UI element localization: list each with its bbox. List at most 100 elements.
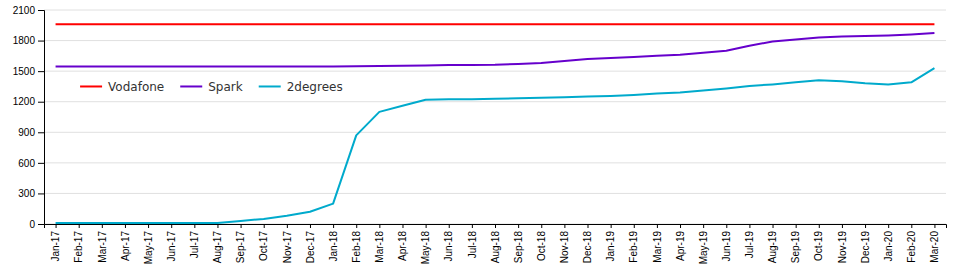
x-tick-mark xyxy=(865,224,866,228)
x-tick-mark xyxy=(634,224,635,228)
x-tick-mark xyxy=(426,224,427,228)
x-tick: Dec-19 xyxy=(860,224,871,263)
series-line xyxy=(56,23,935,25)
x-tick-mark xyxy=(449,224,450,228)
x-axis-line xyxy=(45,225,947,229)
x-tick: Nov-18 xyxy=(559,224,570,263)
x-tick: Jul-17 xyxy=(189,224,200,258)
y-tick-label: 0 xyxy=(29,219,35,230)
x-tick: Feb-19 xyxy=(628,224,639,263)
x-tick-label: Dec-17 xyxy=(305,231,316,264)
x-tick-label: Jun-19 xyxy=(721,231,732,262)
x-tick: Feb-18 xyxy=(351,224,362,263)
legend-item: Spark xyxy=(180,80,243,94)
x-tick-mark xyxy=(726,224,727,228)
y-tick-label: 2100 xyxy=(13,5,36,16)
x-tick-label: May-19 xyxy=(698,231,709,265)
y-tick: 300 xyxy=(18,188,44,199)
x-tick-mark xyxy=(564,224,565,228)
y-tick-label: 1500 xyxy=(13,66,36,77)
y-tick: 0 xyxy=(29,219,44,230)
grid-line xyxy=(44,193,946,194)
x-tick-label: Apr-17 xyxy=(120,231,131,261)
grid-line xyxy=(44,132,946,133)
x-tick: Oct-18 xyxy=(536,224,547,261)
y-tick: 2100 xyxy=(13,5,44,16)
x-tick: May-18 xyxy=(420,224,431,264)
y-tick-mark xyxy=(38,163,44,164)
x-tick-mark xyxy=(287,224,288,228)
x-tick-mark xyxy=(333,224,334,228)
x-tick: Nov-19 xyxy=(837,224,848,263)
x-tick-mark xyxy=(749,224,750,228)
x-tick-mark xyxy=(657,224,658,228)
legend-swatch xyxy=(259,85,281,87)
x-tick-mark xyxy=(171,224,172,228)
x-tick-mark xyxy=(310,224,311,228)
x-tick-mark xyxy=(79,224,80,228)
y-tick: 1500 xyxy=(13,66,44,77)
x-tick-label: Jul-19 xyxy=(744,231,755,259)
x-tick-label: May-17 xyxy=(143,231,154,265)
x-tick: Jan-20 xyxy=(883,224,894,262)
x-axis: Jan-17Feb-17Mar-17Apr-17May-17Jun-17Jul-… xyxy=(45,224,947,264)
legend-swatch xyxy=(180,85,202,87)
x-tick: Oct-17 xyxy=(258,224,269,261)
grid-line xyxy=(44,71,946,72)
x-tick-mark xyxy=(588,224,589,228)
x-tick-mark xyxy=(402,224,403,228)
x-tick-mark xyxy=(888,224,889,228)
y-tick-mark xyxy=(38,132,44,133)
x-tick-mark xyxy=(217,224,218,228)
x-tick: Apr-19 xyxy=(675,224,686,261)
x-tick-label: Mar-19 xyxy=(652,231,663,263)
x-tick-label: Jun-17 xyxy=(166,231,177,262)
x-tick: Apr-18 xyxy=(397,224,408,261)
x-tick-label: Oct-17 xyxy=(258,231,269,261)
x-tick: May-19 xyxy=(698,224,709,264)
x-tick-mark xyxy=(934,224,935,228)
x-tick-mark xyxy=(241,224,242,228)
x-tick: Jul-19 xyxy=(744,224,755,258)
legend-label: Spark xyxy=(208,80,243,94)
grid-line xyxy=(44,101,946,102)
x-tick-label: Oct-19 xyxy=(813,231,824,261)
x-tick-mark xyxy=(911,224,912,228)
x-tick-mark xyxy=(102,224,103,228)
x-tick: Apr-17 xyxy=(120,224,131,261)
y-tick: 1200 xyxy=(13,96,44,107)
x-tick-label: Nov-19 xyxy=(837,231,848,264)
x-tick-label: Feb-19 xyxy=(628,231,639,263)
x-tick-label: Mar-18 xyxy=(374,231,385,263)
x-tick: Mar-17 xyxy=(97,224,108,263)
x-tick: Mar-19 xyxy=(652,224,663,263)
grid-line xyxy=(44,10,946,11)
x-tick-label: May-18 xyxy=(420,231,431,265)
x-tick-label: Apr-18 xyxy=(397,231,408,261)
x-tick-mark xyxy=(125,224,126,228)
x-tick: Jan-19 xyxy=(605,224,616,262)
x-tick-label: Jan-20 xyxy=(883,231,894,262)
y-tick-label: 1800 xyxy=(13,35,36,46)
grid-line xyxy=(44,40,946,41)
x-tick: Dec-17 xyxy=(305,224,316,263)
x-tick-label: Jan-18 xyxy=(328,231,339,262)
x-tick-mark xyxy=(148,224,149,228)
lines xyxy=(56,24,935,223)
y-tick-label: 300 xyxy=(18,188,35,199)
x-tick: Oct-19 xyxy=(813,224,824,261)
x-tick-label: Aug-18 xyxy=(490,231,501,264)
x-tick-label: Sep-19 xyxy=(790,231,801,264)
y-tick: 900 xyxy=(18,127,44,138)
x-tick: Sep-17 xyxy=(235,224,246,263)
x-tick: Jun-18 xyxy=(443,224,454,262)
x-tick: Jan-18 xyxy=(328,224,339,262)
grid xyxy=(44,10,946,224)
x-tick: Jan-17 xyxy=(50,224,61,262)
x-tick: Aug-19 xyxy=(767,224,778,263)
x-tick-label: Jun-18 xyxy=(443,231,454,262)
x-tick: Aug-18 xyxy=(490,224,501,263)
x-tick-mark xyxy=(495,224,496,228)
x-tick-label: Feb-20 xyxy=(906,231,917,263)
y-tick-mark xyxy=(38,193,44,194)
